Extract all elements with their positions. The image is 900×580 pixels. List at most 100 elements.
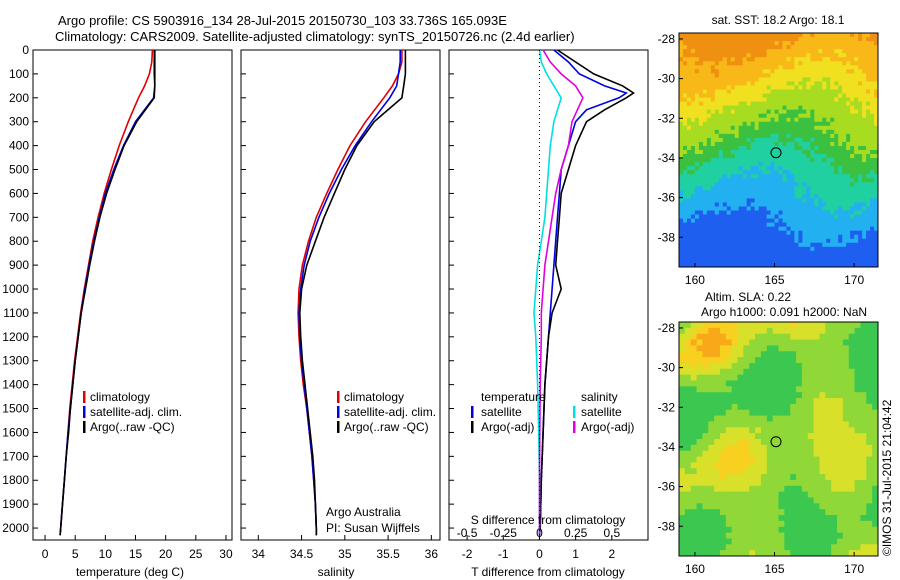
map-cell [837,538,844,545]
map-cell [826,65,831,70]
map-cell [770,226,776,232]
map-cell [738,145,744,151]
map-cell [690,532,698,539]
map-cell [790,125,795,131]
map-cell [850,137,855,143]
map-cell [858,174,863,179]
map-cell [870,65,875,70]
map-cell [796,497,803,504]
map-cell [854,509,861,516]
map-cell [734,214,740,220]
map-cell [679,93,684,99]
map-cell [796,462,803,469]
map-cell [807,421,815,428]
map-cell [758,77,764,82]
map-cell [831,491,838,498]
map-cell [750,97,756,103]
map-cell [807,479,815,487]
map-cell [706,206,712,212]
map-cell [834,158,839,163]
map-cell [742,61,748,66]
map-y-tick-label: -30 [658,72,676,86]
map-cell [684,339,692,346]
map-cell [730,198,736,203]
map-cell [830,202,835,207]
map-cell [686,198,692,203]
map-cell [737,322,744,329]
map-cell [746,150,752,155]
map-cell [810,77,815,82]
map-cell [850,226,855,232]
map-cell [846,113,851,119]
map-cell [874,61,878,66]
map-cell [798,254,803,260]
map-cell [798,81,803,86]
map-cell [690,509,698,516]
map-cell [698,145,704,151]
map-cell [842,538,850,545]
map-cell [798,113,803,119]
map-cell [722,57,728,62]
map-cell [730,154,736,159]
map-cell [810,186,815,191]
map-cell [714,105,720,111]
map-cell [796,532,803,539]
map-cell [679,170,684,175]
map-cell [872,456,878,463]
map-cell [794,166,799,171]
map-cell [838,89,843,95]
salinity-axis-label: salinity [318,565,355,579]
map-cell [778,357,785,364]
map-cell [790,113,795,119]
map-cell [743,520,750,528]
map-cell [814,45,819,50]
map-cell [778,262,783,267]
map-cell [850,246,855,252]
map-cell [796,322,803,329]
map-cell [782,170,787,175]
map-cell [872,491,878,498]
map-cell [850,198,855,203]
map-cell [762,238,768,244]
map-cell [730,61,736,66]
map-cell [807,403,815,411]
map-cell [772,550,779,556]
map-cell [702,61,708,66]
map-cell [755,345,762,352]
map-cell [786,113,791,119]
map-cell [702,218,708,224]
map-cell [778,33,783,38]
map-cell [872,444,878,452]
map-cell [806,45,811,50]
map-cell [679,105,684,111]
map-cell [746,186,752,191]
map-cell [714,85,720,90]
map-cell [743,474,750,481]
map-cell [807,538,815,545]
map-cell [818,133,823,139]
map-cell [743,550,750,556]
map-cell [831,468,838,475]
map-cell [682,206,688,212]
map-cell [802,226,807,232]
map-cell [698,137,704,143]
map-cell [802,214,807,220]
map-cell [794,145,799,151]
map-cell [774,137,779,143]
map-cell [690,154,696,159]
map-cell [737,479,744,487]
map-cell [774,198,779,203]
map-cell [866,351,873,358]
map-cell [698,258,704,264]
map-cell [702,121,708,127]
map-cell [690,89,696,95]
map-cell [766,515,774,522]
map-cell [802,85,807,90]
map-cell [702,162,708,167]
map-cell [842,409,850,417]
map-cell [810,145,815,151]
map-cell [842,544,850,551]
map-cell [750,166,756,171]
map-cell [819,362,826,370]
map-cell [798,109,803,115]
